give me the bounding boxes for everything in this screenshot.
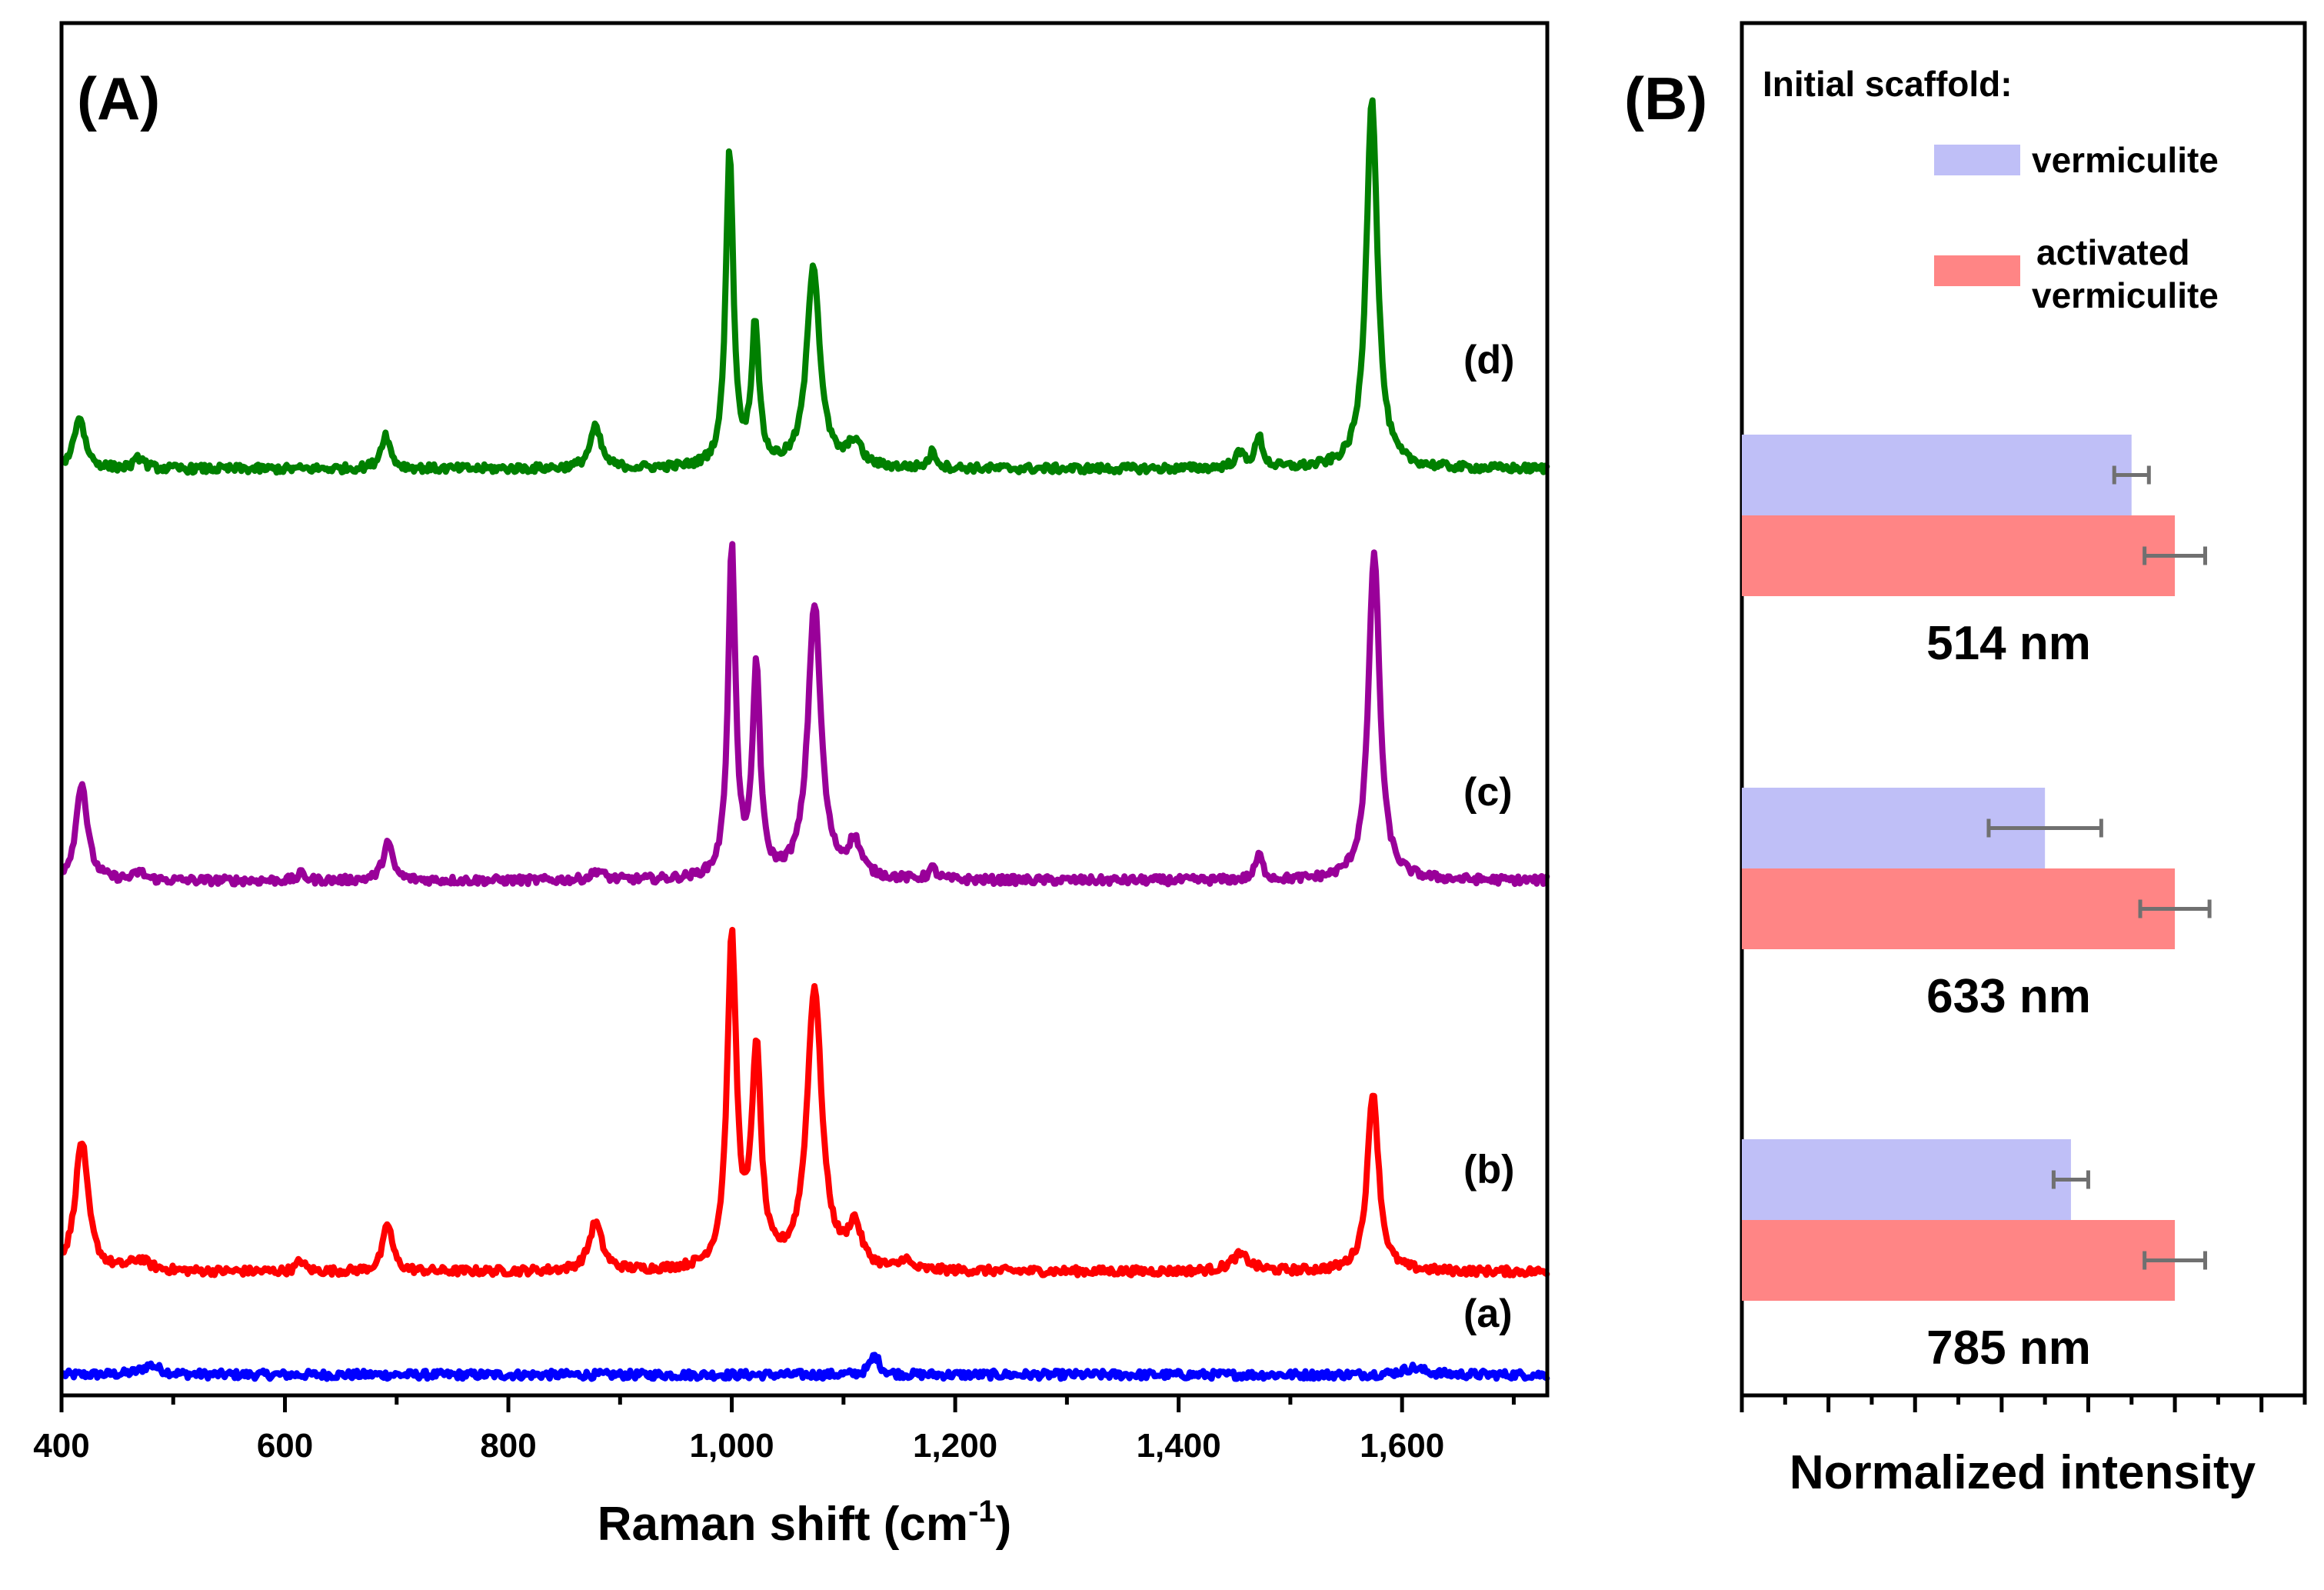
panel-b-frame — [1740, 21, 2307, 1398]
x-tick-label: 1,600 — [1360, 1427, 1444, 1465]
trace-label-b: (b) — [1463, 1147, 1514, 1192]
bar-activated-vermiculite — [1742, 515, 2176, 596]
bar-groups: 514 nm 633 nm 785 nm — [1742, 435, 2212, 1375]
panel-b: (B) Initial scaffold: vermiculite activat… — [1624, 21, 2307, 1499]
legend-title: Initial scaffold: — [1763, 64, 2013, 104]
bar-vermiculite — [1742, 1139, 2071, 1220]
trace-c — [60, 541, 1550, 888]
legend: vermiculite activated vermiculite — [1934, 140, 2219, 315]
panel-b-ticks — [1740, 1395, 2307, 1412]
category-label: 633 nm — [1926, 970, 2091, 1023]
trace-d — [60, 97, 1550, 476]
x-tick-label: 1,400 — [1137, 1427, 1221, 1465]
x-tick-label: 600 — [257, 1427, 313, 1465]
trace-labels: (a) (b) (c) (d) — [1463, 338, 1514, 1336]
panel-a-frame — [59, 21, 1550, 1398]
bar-group-785-nm: 785 nm — [1742, 1139, 2207, 1375]
trace-label-d: (d) — [1463, 338, 1514, 382]
spectra-traces — [60, 97, 1550, 1382]
trace-label-c: (c) — [1463, 770, 1513, 815]
panel-a: (A) (a) (b) (c) (d) 400 600 800 1,000 1,200 1,40… — [33, 21, 1550, 1551]
bar-activated-vermiculite — [1742, 868, 2176, 949]
x-tick-label: 1,200 — [913, 1427, 997, 1465]
legend-label-activated-vermiculite: activated vermiculite — [2032, 232, 2219, 315]
panel-a-label: (A) — [77, 65, 160, 132]
x-tick-label: 400 — [33, 1427, 89, 1465]
panel-b-x-axis-title: Normalized intensity — [1790, 1446, 2256, 1499]
trace-label-a: (a) — [1463, 1292, 1513, 1336]
x-axis-ticks: 400 600 800 1,000 1,200 1,400 1,600 — [33, 1395, 1516, 1465]
legend-label-vermiculite: vermiculite — [2032, 140, 2219, 180]
bar-activated-vermiculite — [1742, 1220, 2176, 1301]
category-label: 514 nm — [1926, 617, 2091, 670]
trace-b — [60, 926, 1550, 1278]
x-tick-label: 800 — [480, 1427, 536, 1465]
legend-swatch-vermiculite — [1934, 145, 2020, 175]
bar-vermiculite — [1742, 435, 2132, 515]
panel-b-label: (B) — [1624, 65, 1707, 132]
legend-swatch-activated-vermiculite — [1934, 255, 2020, 286]
x-tick-label: 1,000 — [690, 1427, 774, 1465]
trace-a — [60, 1352, 1550, 1382]
bar-group-514-nm: 514 nm — [1742, 435, 2207, 670]
category-label: 785 nm — [1926, 1322, 2091, 1375]
x-axis-title: Raman shift (cm-1) — [598, 1495, 1012, 1551]
bar-group-633-nm: 633 nm — [1742, 788, 2212, 1023]
